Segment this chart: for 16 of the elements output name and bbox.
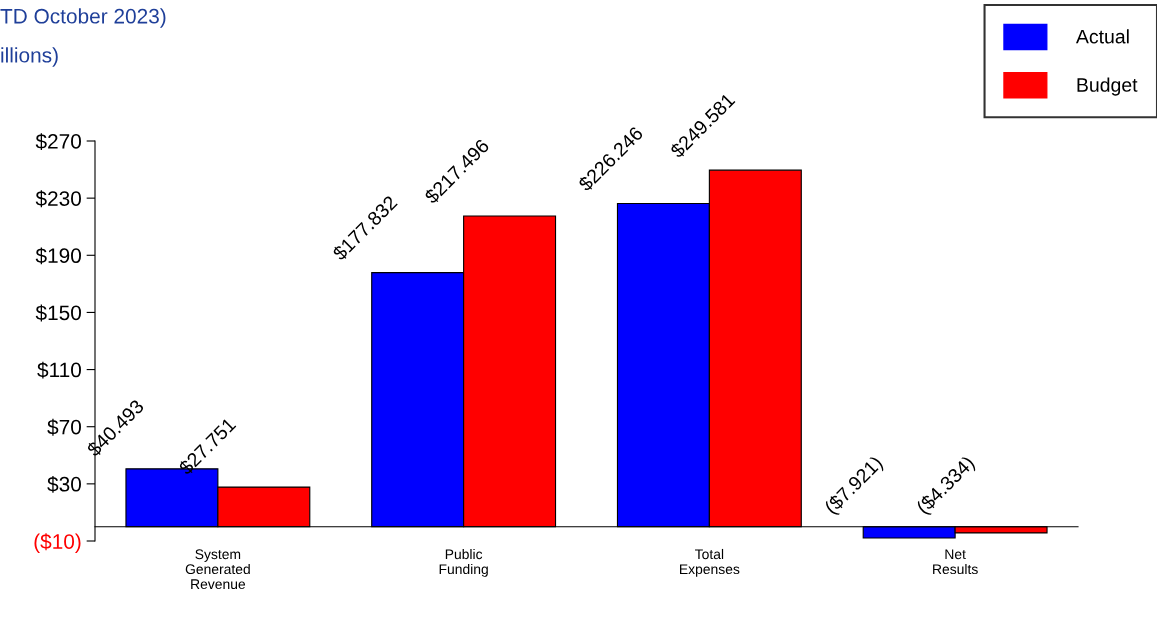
legend-label: Actual — [1075, 29, 1129, 44]
y-tick-label: $190 — [35, 247, 81, 265]
chart-subtitle: illions) — [1, 47, 58, 67]
legend-label: Budget — [1077, 77, 1138, 96]
y-tick-label: $150 — [35, 304, 81, 322]
chart-title: TD October 2023) — [0, 8, 166, 28]
y-tick-label: $110 — [37, 361, 81, 379]
y-tick-label: $270 — [35, 133, 81, 150]
x-tick-label: System Generated Revenue — [185, 549, 250, 590]
x-tick-label: Net Results — [933, 549, 978, 575]
x-tick-label: Total Expenses — [680, 548, 740, 577]
y-tick-label: $70 — [47, 418, 81, 436]
y-tick-label: $230 — [35, 190, 81, 208]
x-tick-label: Public Funding — [439, 548, 488, 577]
y-tick-label: $30 — [47, 475, 81, 493]
y-tick-label: ($10) — [34, 533, 81, 554]
